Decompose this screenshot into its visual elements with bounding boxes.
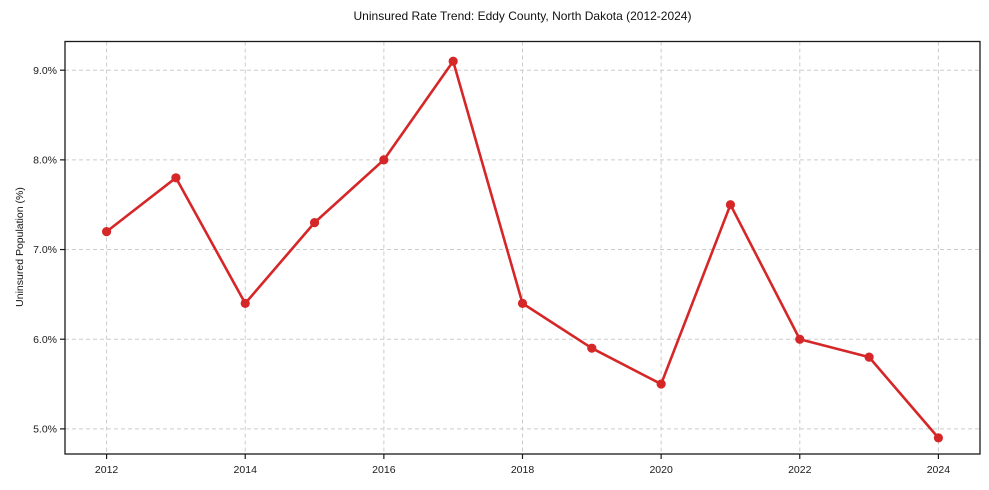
data-point bbox=[309, 218, 320, 228]
y-tick-label: 8.0% bbox=[33, 155, 57, 167]
y-tick-label: 6.0% bbox=[33, 334, 57, 346]
x-tick-label: 2018 bbox=[511, 464, 535, 476]
y-tick-label: 5.0% bbox=[33, 424, 57, 436]
data-point bbox=[240, 298, 250, 308]
data-point bbox=[864, 352, 874, 362]
data-point bbox=[587, 343, 597, 353]
x-tick-label: 2014 bbox=[234, 464, 258, 476]
y-tick-label: 7.0% bbox=[33, 244, 57, 256]
data-point bbox=[656, 379, 666, 389]
data-point bbox=[725, 200, 736, 210]
chart-title: Uninsured Rate Trend: Eddy County, North… bbox=[353, 9, 692, 23]
data-point bbox=[448, 56, 458, 66]
x-tick-label: 2024 bbox=[927, 464, 951, 476]
x-tick-label: 2016 bbox=[372, 464, 396, 476]
x-tick-label: 2012 bbox=[95, 464, 119, 476]
data-point bbox=[517, 298, 528, 308]
data-point bbox=[795, 334, 805, 344]
data-point bbox=[101, 227, 112, 237]
data-point bbox=[379, 155, 389, 165]
x-tick-label: 2022 bbox=[788, 464, 812, 476]
data-point bbox=[933, 433, 944, 443]
y-tick-label: 9.0% bbox=[33, 65, 57, 77]
x-tick-label: 2020 bbox=[649, 464, 673, 476]
data-point bbox=[171, 173, 181, 183]
